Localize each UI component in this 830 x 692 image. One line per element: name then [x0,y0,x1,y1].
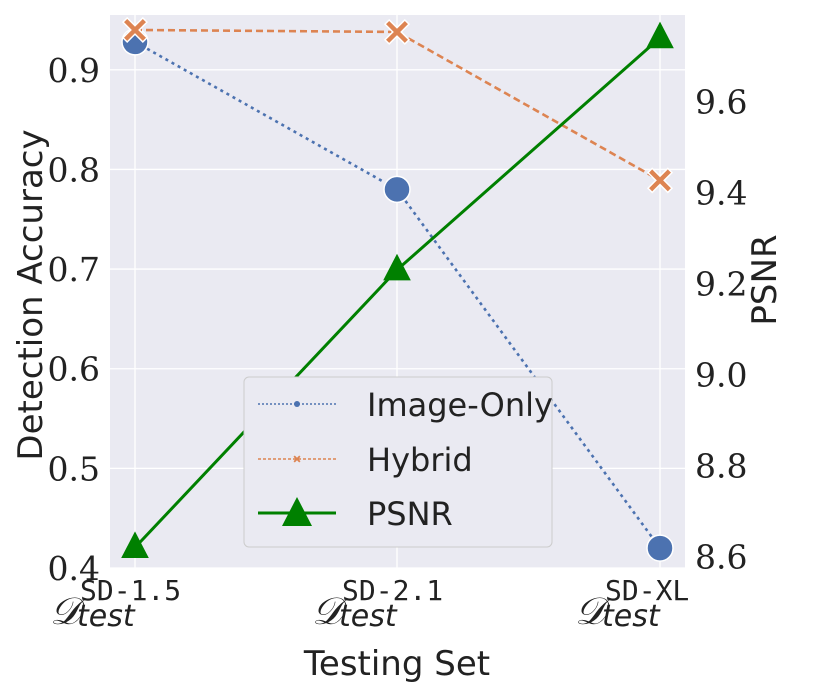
left-y-tick-labels: 0.4 0.5 0.6 0.7 0.8 0.9 [48,51,100,588]
x-axis-label: Testing Set [303,644,490,684]
x-tick-superscript: SD-XL [605,574,689,607]
x-tick-subscript: test [77,599,136,634]
x-tick-subscript: test [339,599,398,634]
data-point-image-only [383,175,411,204]
left-y-tick-label: 0.5 [48,449,100,488]
series-layer [121,16,674,562]
x-tick-superscript: SD-2.1 [342,574,443,607]
data-point-psnr [646,21,674,49]
left-y-tick-label: 0.9 [48,51,100,90]
right-y-tick-labels: 8.6 8.8 9.0 9.2 9.4 9.6 [695,82,747,576]
x-tick-superscript: SD-1.5 [80,574,181,607]
series-line-image-only [134,40,662,549]
series-line-hybrid [134,28,661,182]
legend: Image-Only Hybrid PSNR [243,376,553,548]
right-y-tick-label: 9.6 [695,82,747,121]
left-y-tick-label: 0.8 [48,150,100,189]
legend-marker-image-only [294,401,300,407]
data-point-psnr [383,253,411,281]
legend-label-image-only: Image-Only [367,386,553,424]
left-y-axis-label: Detection Accuracy [11,129,51,460]
left-y-tick-label: 0.6 [48,350,100,389]
right-y-tick-label: 9.0 [695,356,747,395]
data-point-image-only [646,534,674,562]
right-y-tick-label: 8.6 [695,538,747,577]
left-y-tick-label: 0.4 [48,549,100,588]
legend-marker-hybrid [293,455,301,463]
right-y-tick-label: 9.2 [695,265,747,304]
right-y-axis-label: PSNR [745,234,785,325]
legend-x-mark [293,455,301,463]
data-point-hybrid [646,167,674,194]
right-y-tick-label: 9.4 [695,174,747,213]
legend-label-hybrid: Hybrid [367,441,473,479]
grid [110,15,685,569]
legend-label-psnr: PSNR [367,495,453,533]
legend-box [243,376,553,548]
x-tick-subscript: test [602,599,661,634]
right-y-tick-label: 8.8 [695,447,747,486]
left-y-tick-label: 0.7 [48,250,100,289]
legend-marker-psnr [282,497,312,526]
data-point-psnr [121,531,149,559]
data-point-hybrid [383,18,411,45]
data-point-hybrid [121,16,149,44]
